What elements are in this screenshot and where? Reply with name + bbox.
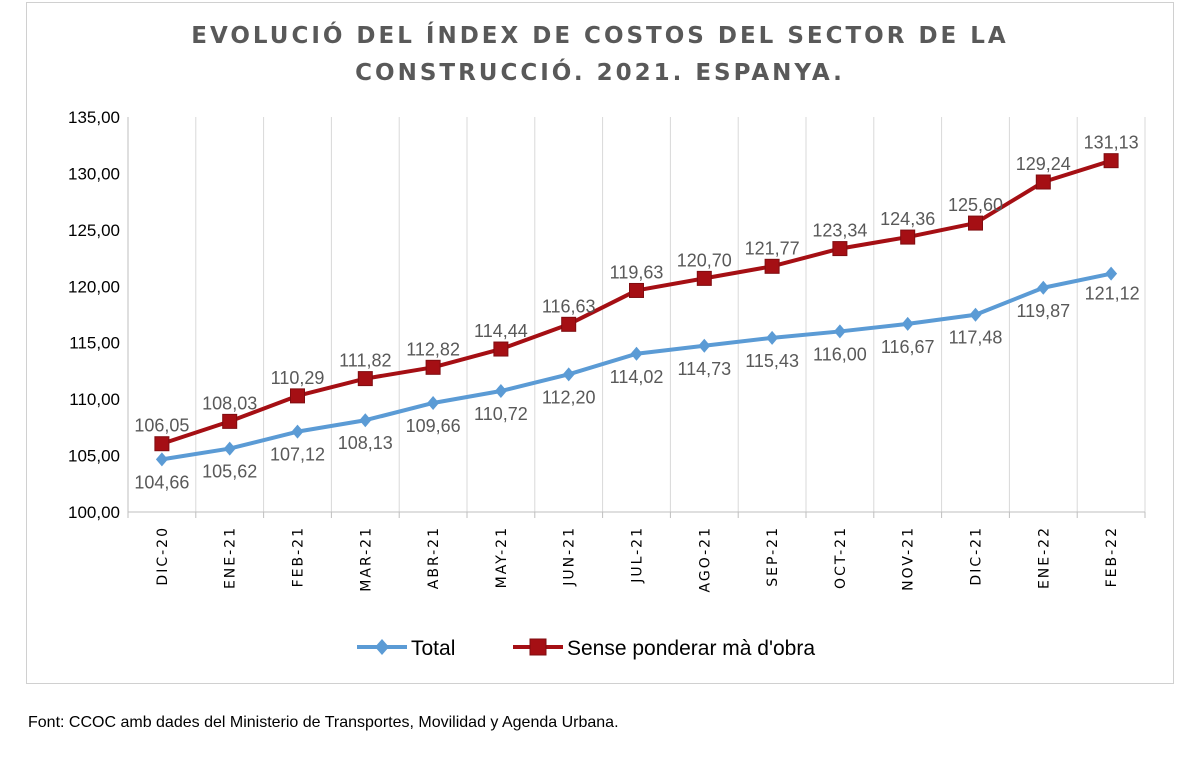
x-tick-label: ENE-21 — [223, 526, 239, 589]
data-point-marker — [900, 229, 916, 245]
data-point-marker — [969, 307, 982, 322]
data-point-marker — [832, 241, 848, 257]
data-label: 125,60 — [948, 195, 1003, 215]
data-point-marker — [154, 436, 170, 452]
chart-title-line-2: CONSTRUCCIÓ. 2021. ESPANYA. — [355, 58, 845, 86]
data-point-marker — [696, 270, 712, 286]
data-point-marker — [629, 282, 644, 298]
data-point-marker — [493, 341, 509, 357]
chart-title-line-1: EVOLUCIÓ DEL ÍNDEX DE COSTOS DEL SECTOR … — [191, 21, 1008, 49]
x-tick-label: FEB-22 — [1104, 526, 1120, 587]
data-label: 116,63 — [542, 296, 596, 316]
y-tick-label: 135,00 — [68, 108, 120, 127]
axes: 100,00 105,00 110,00 115,00 120,00 125,00 130,… — [68, 108, 1146, 592]
x-tick-label: MAY-21 — [494, 526, 510, 588]
data-point-marker — [222, 413, 238, 429]
line-chart: EVOLUCIÓ DEL ÍNDEX DE COSTOS DEL SECTOR … — [68, 21, 1146, 660]
data-label: 117,48 — [949, 328, 1003, 348]
data-label: 108,13 — [338, 433, 393, 453]
data-point-marker — [359, 413, 372, 428]
legend-label: Total — [411, 637, 455, 660]
x-tick-label: OCT-21 — [833, 526, 849, 589]
data-point-marker — [291, 424, 304, 439]
x-tick-label: JUN-21 — [562, 526, 578, 587]
data-label: 105,62 — [202, 462, 257, 482]
data-label: 131,13 — [1084, 133, 1139, 153]
data-label: 114,02 — [610, 367, 664, 387]
data-label: 119,87 — [1016, 301, 1070, 321]
data-label: 124,36 — [880, 209, 935, 229]
data-labels: 104,66 105,62 107,12 108,13 109,66 110,72 112,… — [134, 133, 1139, 493]
data-label: 119,63 — [610, 262, 664, 282]
x-tick-label: DIC-20 — [155, 526, 171, 586]
y-tick-label: 125,00 — [68, 221, 120, 240]
chart-frame: EVOLUCIÓ DEL ÍNDEX DE COSTOS DEL SECTOR … — [26, 2, 1174, 684]
data-point-marker — [427, 395, 440, 410]
data-label: 129,24 — [1016, 154, 1071, 174]
data-label: 116,00 — [813, 344, 867, 364]
data-label: 108,03 — [202, 393, 257, 413]
data-label: 109,66 — [406, 416, 461, 436]
data-point-marker — [630, 346, 643, 361]
data-point-marker — [1037, 280, 1050, 295]
y-tick-label: 105,00 — [68, 447, 120, 466]
data-point-marker — [223, 441, 236, 456]
x-tick-label: MAR-21 — [358, 526, 374, 592]
y-tick-label: 110,00 — [69, 390, 120, 409]
legend-marker — [529, 638, 547, 656]
data-point-marker — [766, 330, 779, 345]
data-label: 104,66 — [134, 472, 189, 492]
data-label: 120,70 — [677, 250, 732, 270]
y-tick-label: 130,00 — [68, 164, 120, 183]
x-tick-label: DIC-21 — [969, 526, 985, 586]
data-point-marker — [290, 388, 305, 404]
data-point-marker — [1103, 153, 1119, 169]
data-point-marker — [1035, 174, 1051, 190]
legend-item-sense-ponderar: Sense ponderar mà d'obra — [513, 637, 815, 660]
data-label: 106,05 — [134, 416, 189, 436]
data-point-marker — [562, 367, 575, 382]
x-tick-label: SEP-21 — [765, 526, 781, 587]
data-point-marker — [425, 359, 441, 375]
data-label: 114,44 — [474, 321, 528, 341]
legend: Total Sense ponderar mà d'obra — [357, 637, 815, 660]
data-label: 121,77 — [745, 238, 800, 258]
data-label: 112,82 — [406, 339, 460, 359]
grid-lines — [195, 117, 1146, 512]
data-point-marker — [561, 316, 577, 332]
legend-label: Sense ponderar mà d'obra — [567, 637, 815, 660]
data-point-marker — [968, 215, 983, 231]
data-point-marker — [494, 384, 507, 399]
data-label: 115,43 — [745, 351, 799, 371]
x-tick-label: JUL-21 — [630, 526, 646, 584]
source-note: Font: CCOC amb dades del Ministerio de T… — [28, 714, 619, 731]
data-label: 112,20 — [542, 387, 596, 407]
data-label: 121,12 — [1085, 284, 1140, 304]
data-point-marker — [764, 258, 780, 274]
y-tick-label: 120,00 — [68, 277, 120, 296]
data-label: 107,12 — [270, 445, 325, 465]
x-tick-label: NOV-21 — [901, 526, 917, 591]
x-tick-label: FEB-21 — [291, 526, 307, 587]
data-point-marker — [901, 316, 914, 331]
data-point-marker — [698, 338, 711, 353]
data-label: 111,82 — [339, 351, 391, 371]
data-label: 114,73 — [677, 359, 731, 379]
x-tick-label: AGO-21 — [697, 526, 713, 592]
legend-item-total: Total — [357, 637, 455, 660]
data-point-marker — [833, 324, 846, 339]
data-label: 110,29 — [271, 368, 325, 388]
data-label: 110,72 — [474, 404, 528, 424]
data-label: 116,67 — [881, 337, 935, 357]
data-label: 123,34 — [812, 221, 867, 241]
series — [154, 153, 1119, 467]
y-tick-label: 115,00 — [69, 334, 120, 353]
data-point-marker — [357, 371, 373, 387]
data-point-marker — [1105, 266, 1118, 281]
legend-marker — [375, 639, 389, 655]
y-tick-label: 100,00 — [68, 503, 120, 522]
x-tick-label: ABR-21 — [426, 526, 442, 589]
x-tick-label: ENE-22 — [1036, 526, 1052, 589]
data-point-marker — [155, 452, 168, 467]
